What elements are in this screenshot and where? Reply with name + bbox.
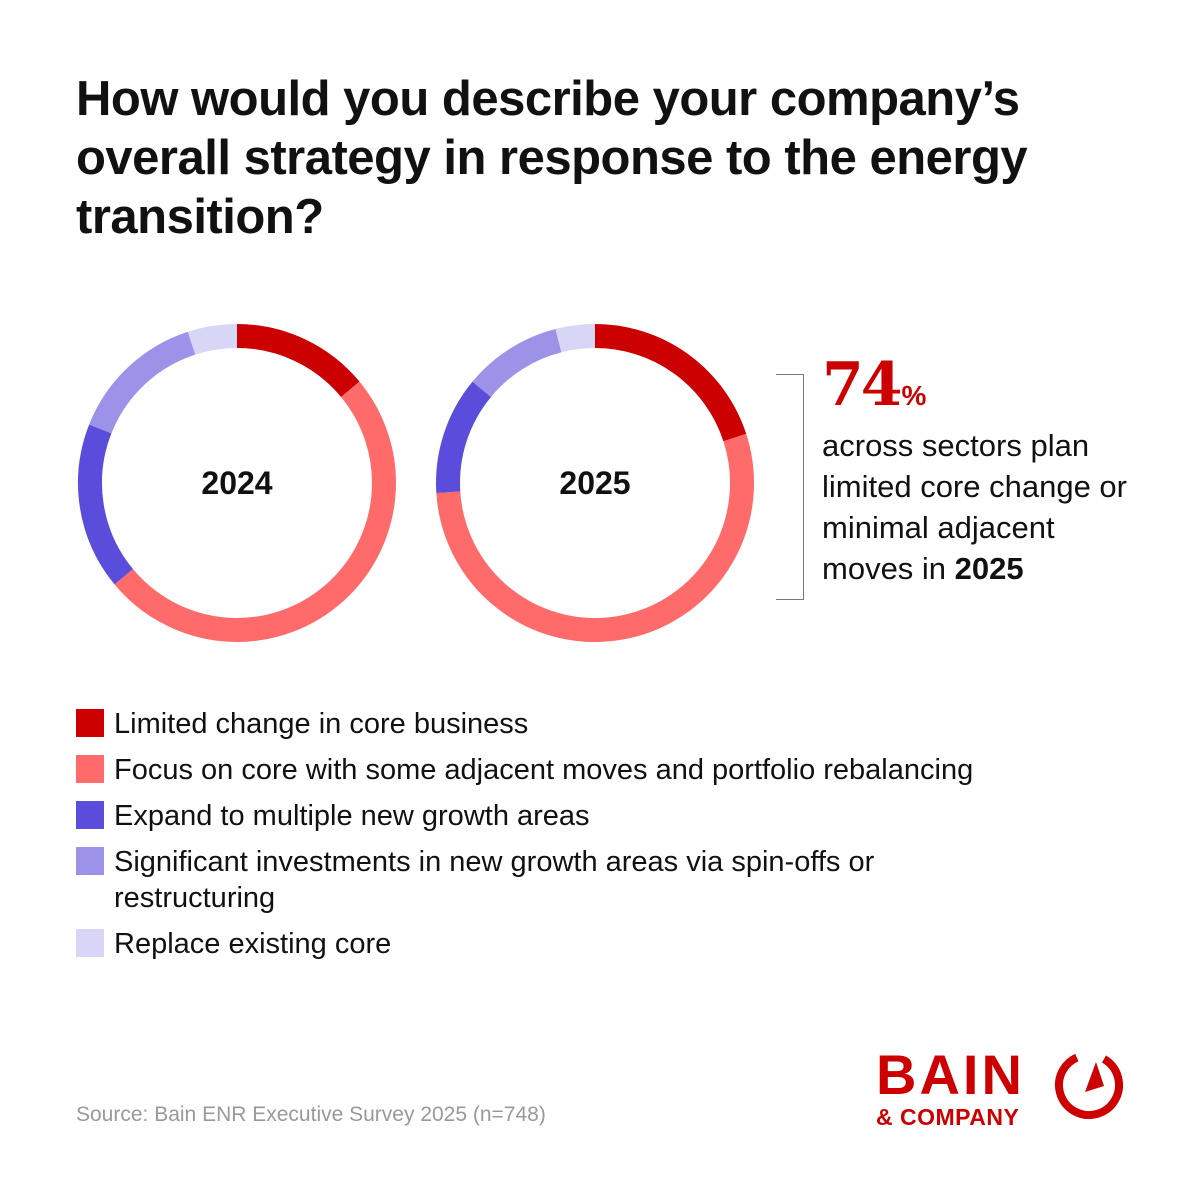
donut-2024-segment-replace-core [187, 324, 238, 355]
legend-label: Focus on core with some adjacent moves a… [114, 754, 974, 786]
legend-item-significant-investments: Significant investments in new growth ar… [76, 844, 1176, 916]
legend-item-expand-growth: Expand to multiple new growth areas [76, 798, 1176, 834]
chart-title: How would you describe your company’s ov… [76, 72, 1028, 244]
donut-2024-svg [78, 324, 396, 642]
donut-2024-segment-significant-investments [89, 331, 196, 434]
logo-subtitle: & COMPANY [876, 1104, 1020, 1130]
donut-2025-segment-focus-on-core [436, 433, 754, 642]
legend-item-focus-on-core: Focus on core with some adjacent moves a… [76, 752, 1176, 788]
donut-center-label-2025: 2025 [559, 464, 631, 501]
donut-2025-segment-significant-investments [472, 328, 562, 398]
callout-stat-unit: % [901, 380, 927, 411]
callout-stat: 74% [822, 350, 926, 420]
donut-2024-segment-expand-growth [78, 424, 134, 585]
legend-swatch [76, 847, 104, 875]
logo-wordmark: BAIN [876, 1043, 1025, 1106]
legend-swatch [76, 755, 104, 783]
callout-text: across sectors plan limited core change … [822, 425, 1152, 589]
legend-swatch [76, 801, 104, 829]
legend-item-replace-core: Replace existing core [76, 926, 1176, 962]
legend-label: Expand to multiple new growth areas [114, 800, 590, 832]
callout-text-lead: across sectors plan limited core change … [822, 428, 1127, 586]
legend-label: Limited change in core business [114, 708, 529, 740]
legend-item-limited-change: Limited change in core business [76, 706, 1176, 742]
donut-2025-segment-replace-core [555, 324, 596, 353]
callout-bracket [776, 374, 804, 600]
donut-2025-segment-limited-change [594, 324, 747, 442]
legend-label: Significant investments in new growth ar… [114, 846, 875, 914]
bain-compass-icon [1055, 1051, 1123, 1119]
legend-swatch [76, 709, 104, 737]
donut-2024-segment-limited-change [236, 324, 360, 398]
callout-stat-value: 74 [822, 350, 902, 420]
donut-chart-2025: 2025 [430, 318, 760, 648]
donut-2025-svg [436, 324, 754, 642]
callout-text-bold: 2025 [954, 551, 1024, 586]
legend-swatch [76, 929, 104, 957]
donut-center-label-2024: 2024 [201, 464, 273, 501]
source-note: Source: Bain ENR Executive Survey 2025 (… [76, 1103, 546, 1126]
donut-chart-2024: 2024 [72, 318, 402, 648]
legend: Limited change in core business Focus on … [76, 706, 1176, 972]
donut-2025-segment-expand-growth [436, 381, 492, 493]
donut-2024-segment-focus-on-core [114, 381, 396, 642]
legend-label: Replace existing core [114, 928, 392, 960]
bain-logo: BAIN & COMPANY [876, 1046, 1136, 1136]
